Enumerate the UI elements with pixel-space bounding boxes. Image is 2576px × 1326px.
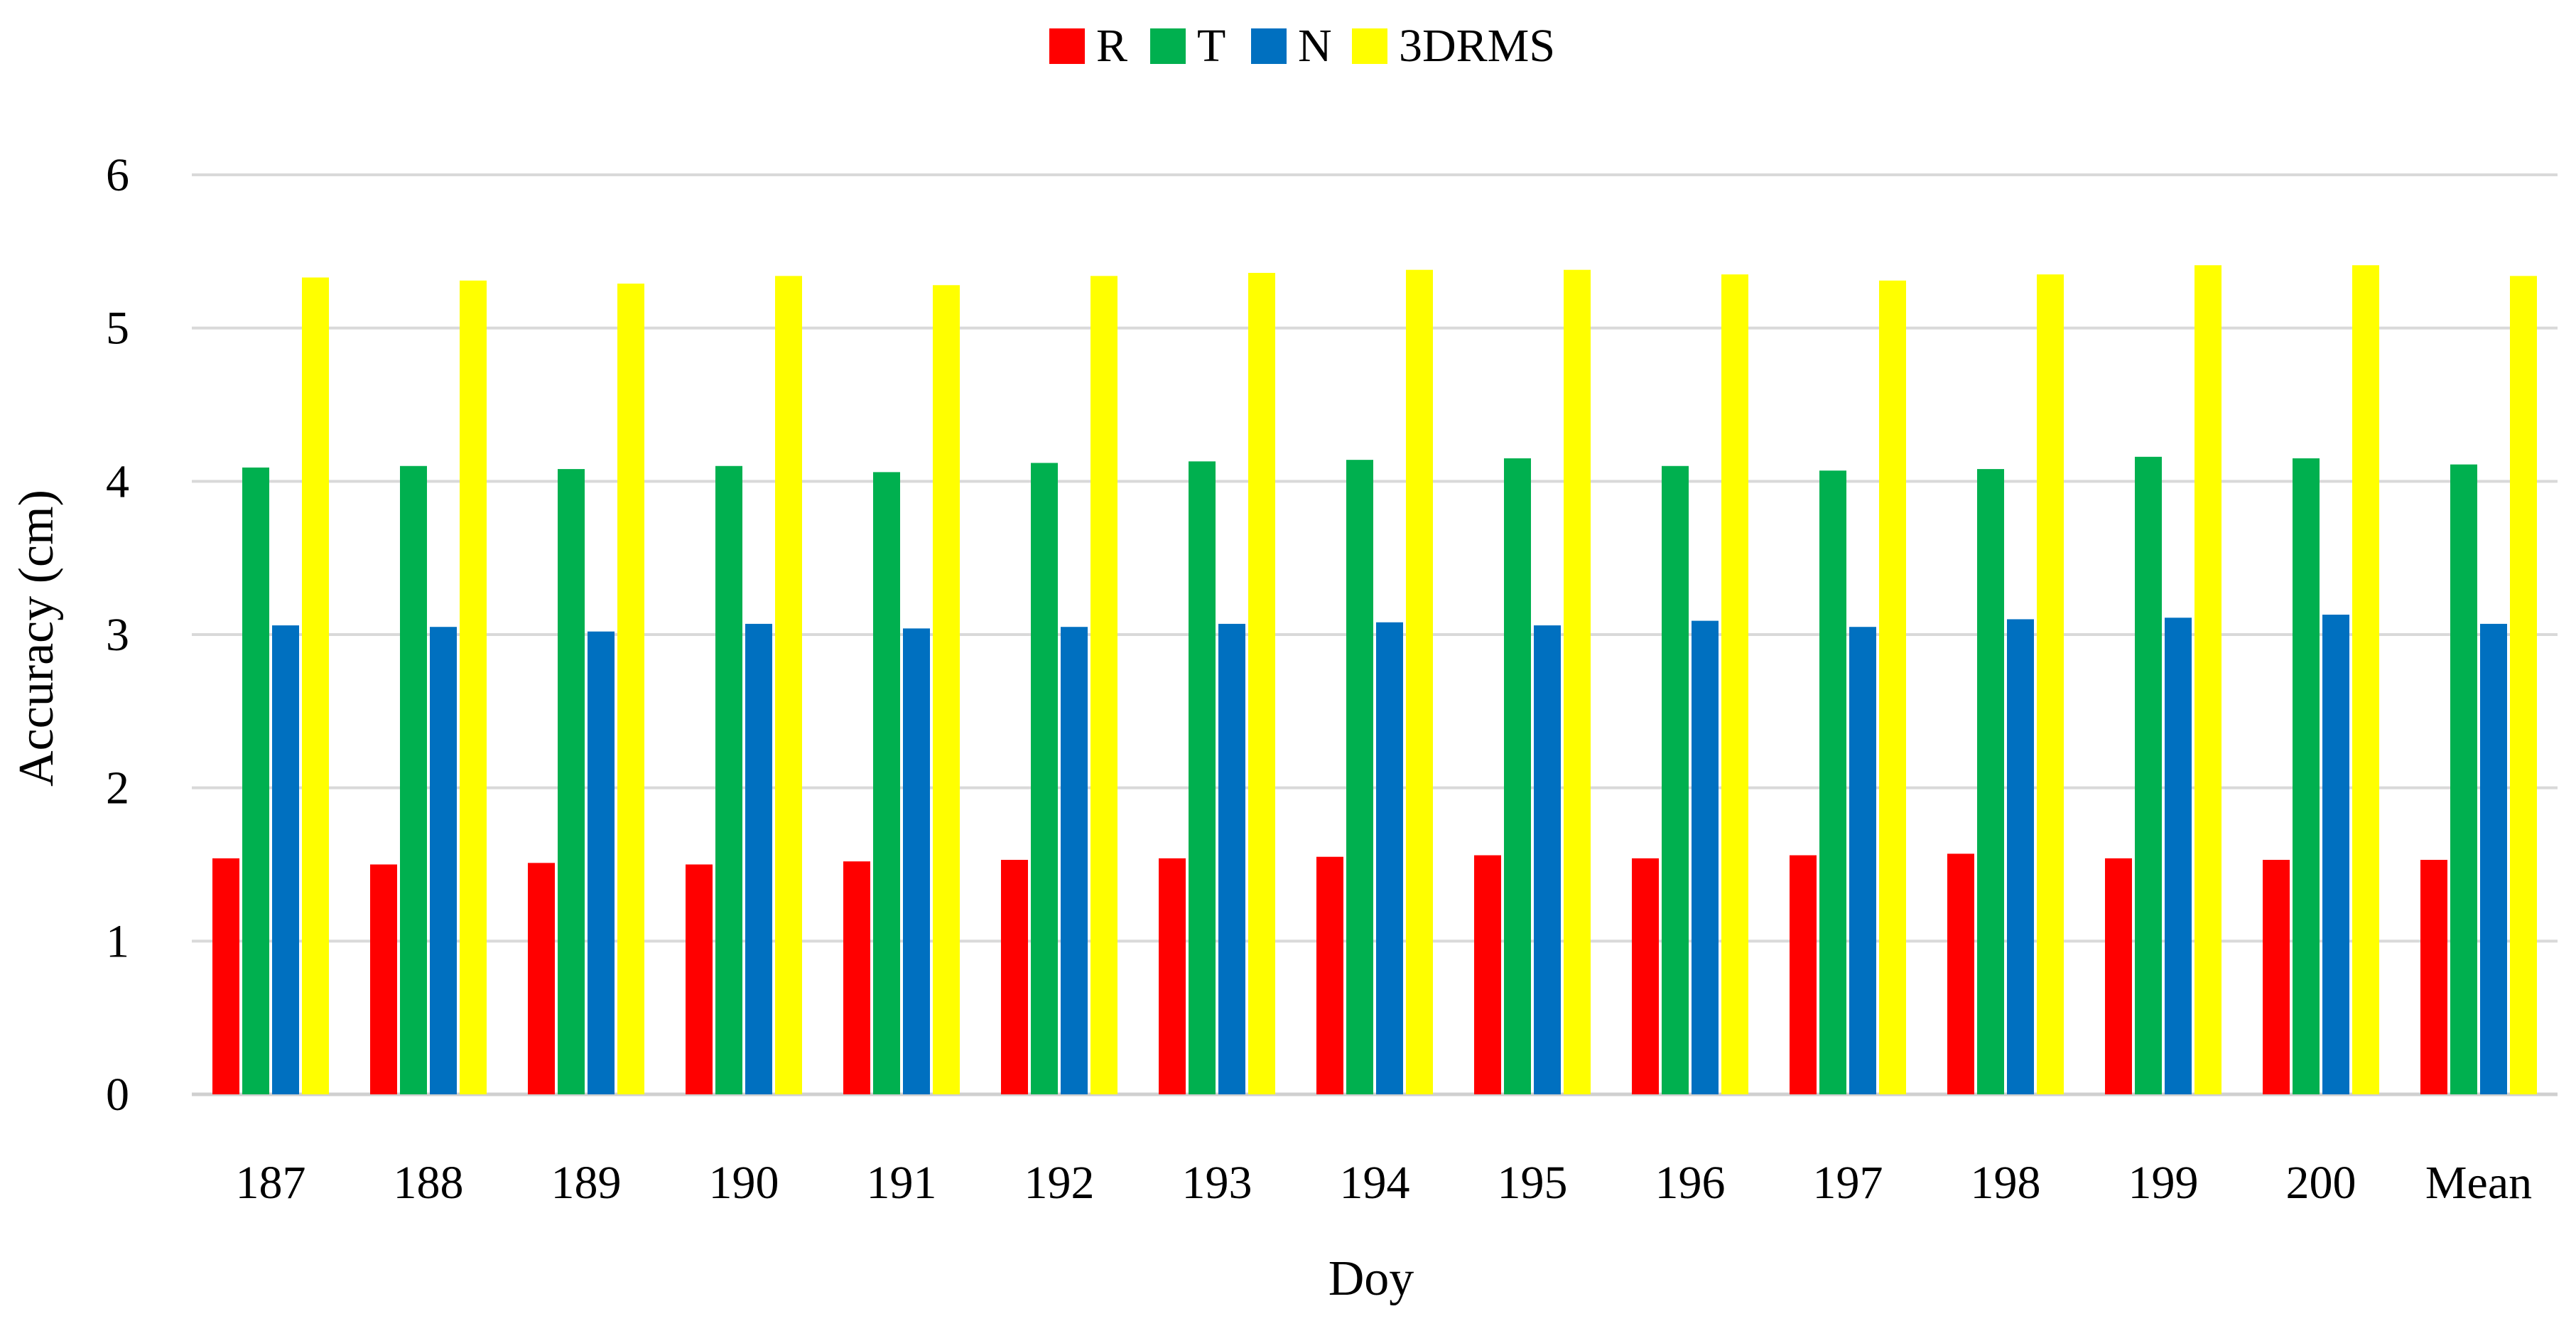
bar-3drms-197	[1879, 280, 1906, 1094]
bars	[212, 265, 2537, 1095]
bar-t-188	[400, 465, 427, 1094]
bar-3drms-191	[933, 285, 960, 1094]
bar-r-195	[1474, 855, 1501, 1094]
y-tick-label: 6	[106, 149, 129, 201]
bar-3drms-199	[2195, 265, 2221, 1094]
bar-n-194	[1376, 622, 1403, 1094]
bar-t-200	[2293, 458, 2320, 1094]
bar-n-189	[588, 631, 615, 1094]
bar-r-191	[843, 861, 870, 1094]
bar-t-196	[1662, 465, 1689, 1094]
bar-n-196	[1692, 620, 1719, 1094]
bar-t-198	[1977, 469, 2004, 1094]
bar-n-193	[1218, 623, 1245, 1094]
legend-swatch-t	[1150, 28, 1186, 64]
bar-t-mean	[2450, 464, 2477, 1094]
legend-swatch-r	[1049, 28, 1085, 64]
bar-t-194	[1346, 460, 1373, 1094]
x-tick-label: 200	[2286, 1157, 2356, 1209]
x-tick-label: 195	[1498, 1157, 1568, 1209]
y-tick-label: 1	[106, 915, 129, 967]
bar-n-197	[1849, 627, 1876, 1094]
bar-t-197	[1819, 470, 1846, 1094]
y-tick-label: 4	[106, 456, 129, 507]
bar-n-192	[1061, 627, 1088, 1094]
bar-r-190	[686, 864, 713, 1094]
legend: R T N 3DRMS	[1049, 20, 1555, 72]
x-tick-label: 197	[1813, 1157, 1883, 1209]
legend-label-t: T	[1197, 20, 1225, 72]
x-tick-label: 196	[1655, 1157, 1726, 1209]
bar-n-195	[1534, 625, 1561, 1094]
bar-r-187	[212, 858, 239, 1094]
bar-r-194	[1316, 856, 1343, 1094]
x-tick-label: 190	[709, 1157, 779, 1209]
y-tick-label: 3	[106, 609, 129, 661]
bar-r-198	[1947, 853, 1974, 1094]
y-tick-label: 0	[106, 1069, 129, 1121]
x-tick-label: 191	[867, 1157, 937, 1209]
bar-3drms-192	[1091, 276, 1117, 1095]
bar-3drms-198	[2037, 274, 2064, 1094]
y-tick-label: 2	[106, 762, 129, 814]
bar-r-196	[1632, 858, 1659, 1094]
bar-r-200	[2263, 860, 2290, 1094]
bar-3drms-196	[1721, 274, 1748, 1094]
bar-3drms-188	[460, 280, 487, 1094]
legend-label-r: R	[1096, 20, 1127, 72]
bar-r-189	[528, 863, 555, 1094]
legend-swatch-3drms	[1352, 28, 1387, 64]
x-tick-label: 188	[394, 1157, 464, 1209]
x-tick-label: 187	[236, 1157, 306, 1209]
bar-n-188	[430, 627, 457, 1094]
bar-3drms-189	[617, 284, 644, 1095]
x-tick-label: 189	[551, 1157, 622, 1209]
y-axis-title: Accuracy (cm)	[9, 490, 64, 787]
bar-r-mean	[2420, 860, 2447, 1094]
bar-3drms-mean	[2510, 276, 2537, 1095]
x-tick-label: 194	[1340, 1157, 1410, 1209]
bar-n-190	[745, 623, 772, 1094]
gridlines	[192, 173, 2558, 1096]
bar-n-187	[272, 625, 299, 1094]
bar-n-191	[903, 628, 930, 1094]
bar-t-199	[2135, 456, 2162, 1094]
bar-r-197	[1790, 855, 1817, 1094]
x-tick-label: 192	[1024, 1157, 1095, 1209]
bar-n-mean	[2480, 623, 2507, 1094]
bar-r-199	[2105, 858, 2132, 1094]
bar-t-193	[1189, 461, 1216, 1094]
bar-n-198	[2007, 619, 2034, 1094]
bar-3drms-187	[302, 277, 329, 1094]
legend-label-3drms: 3DRMS	[1399, 20, 1555, 72]
bar-3drms-194	[1406, 269, 1433, 1094]
bar-3drms-193	[1248, 273, 1275, 1095]
bar-t-190	[715, 465, 742, 1094]
bar-n-200	[2322, 614, 2349, 1094]
x-tick-label: 193	[1182, 1157, 1252, 1209]
axes: 0 1 2 3 4 5 6 187 188 189 190 191 192 193 194 195 196 197…	[106, 149, 2532, 1209]
bar-r-192	[1001, 860, 1028, 1094]
x-tick-label: Mean	[2425, 1157, 2532, 1209]
bar-3drms-190	[775, 276, 802, 1095]
legend-label-n: N	[1298, 20, 1332, 72]
bar-t-187	[242, 467, 269, 1094]
x-tick-label: 199	[2128, 1157, 2199, 1209]
bar-r-188	[370, 864, 397, 1094]
bar-t-189	[558, 469, 585, 1094]
y-tick-label: 5	[106, 303, 129, 355]
bar-r-193	[1159, 858, 1186, 1094]
bar-t-195	[1504, 458, 1531, 1094]
x-axis-title: Doy	[1328, 1251, 1414, 1306]
bar-3drms-195	[1564, 269, 1591, 1094]
bar-n-199	[2165, 618, 2192, 1094]
x-tick-label: 198	[1971, 1157, 2041, 1209]
legend-swatch-n	[1251, 28, 1287, 64]
bar-3drms-200	[2352, 265, 2379, 1094]
bar-t-191	[873, 472, 900, 1094]
bar-t-192	[1031, 463, 1058, 1094]
